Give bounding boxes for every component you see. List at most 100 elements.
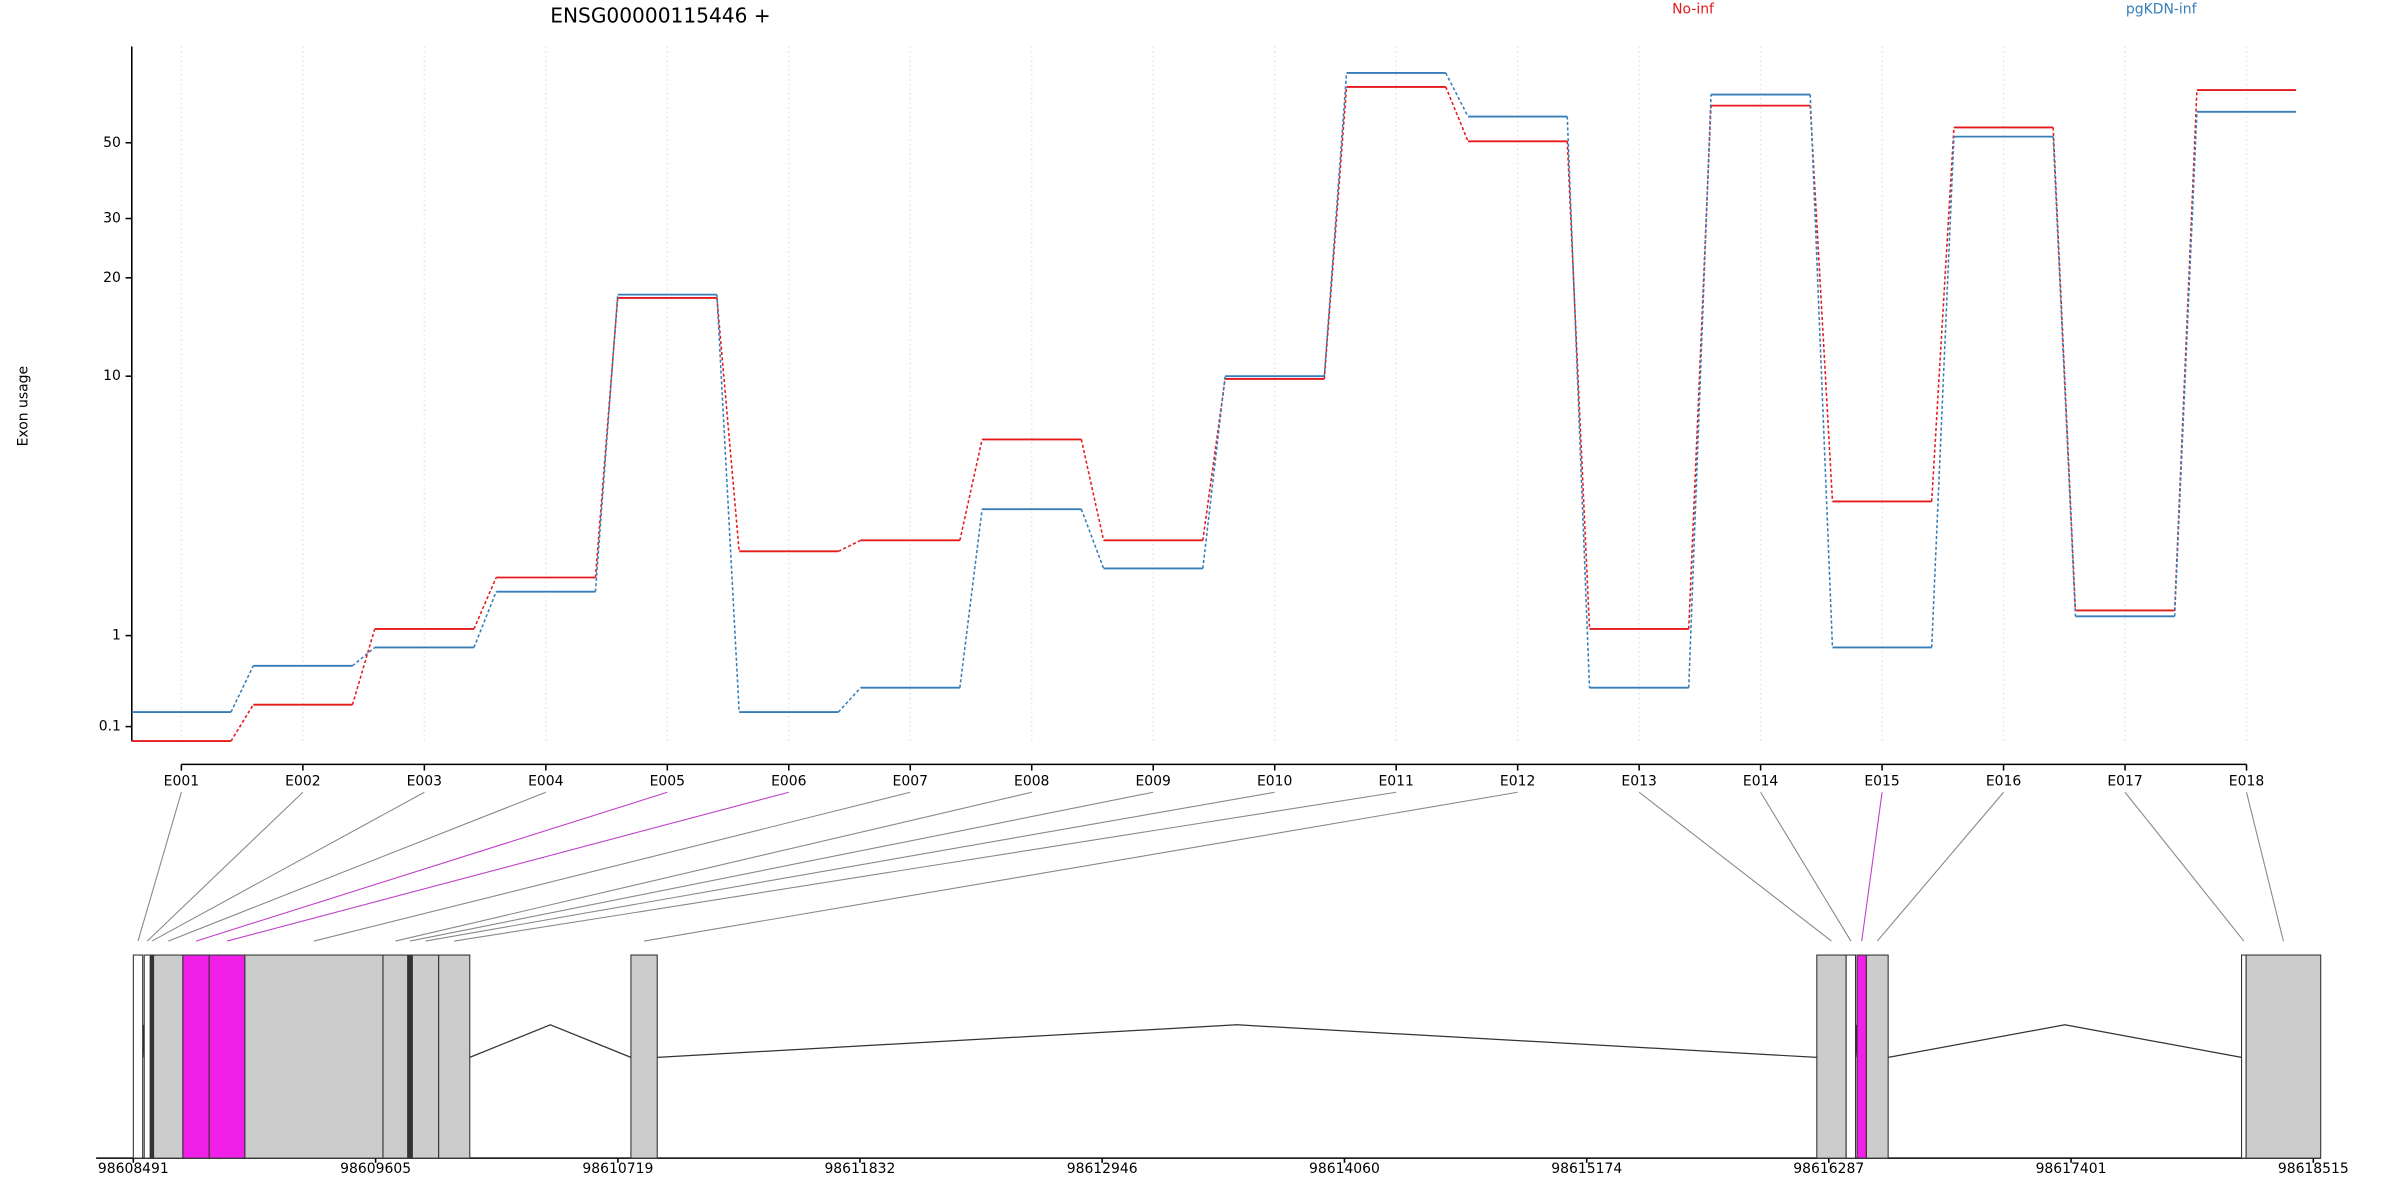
- exon-link: [2245, 792, 2284, 942]
- step-connector: [1930, 127, 1955, 502]
- exon: [407, 954, 413, 1159]
- x-tick-label: E008: [1014, 773, 1049, 789]
- genome-tick-label: 98611832: [824, 1161, 895, 1177]
- exon: [132, 954, 144, 1159]
- genome-tick-label: 98614060: [1309, 1161, 1380, 1177]
- step-connector: [1687, 105, 1712, 629]
- x-tick-label: E006: [771, 773, 806, 789]
- step-connector: [837, 687, 862, 713]
- step-connector: [1202, 376, 1226, 569]
- x-tick-label: E004: [528, 773, 564, 789]
- exon-link: [425, 791, 1275, 942]
- exon-link: [395, 791, 1032, 942]
- x-tick-label: E005: [650, 773, 685, 789]
- exon-link: [195, 791, 668, 942]
- x-tick-label: E012: [1500, 773, 1535, 789]
- exon-link: [1861, 792, 1883, 942]
- step-connector: [230, 704, 254, 742]
- x-tick-label: E011: [1378, 773, 1413, 789]
- step-connector: [1445, 72, 1469, 117]
- y-tick-label: 1: [112, 628, 121, 644]
- y-tick-label: 20: [103, 270, 121, 286]
- exon: [208, 954, 246, 1159]
- x-tick-label: E007: [893, 773, 928, 789]
- exon-link: [409, 791, 1154, 942]
- step-connector: [1323, 72, 1348, 377]
- exon-link: [1876, 791, 2004, 942]
- exon-link: [643, 791, 1518, 942]
- step-connector: [351, 628, 376, 705]
- genome-tick-label: 98617401: [2036, 1161, 2107, 1177]
- exon: [382, 954, 409, 1159]
- chart-title: ENSG00000115446 +: [550, 4, 770, 28]
- step-connector: [473, 591, 497, 648]
- step-connector: [1687, 94, 1712, 688]
- exon-link: [313, 791, 911, 942]
- exon-link: [454, 791, 1397, 942]
- x-tick-label: E010: [1257, 773, 1292, 789]
- step-connector: [1809, 105, 1834, 502]
- x-tick-label: E018: [2229, 773, 2264, 789]
- x-tick-label: E003: [407, 773, 442, 789]
- step-connector: [1930, 136, 1955, 648]
- x-tick-label: E016: [1986, 773, 2021, 789]
- genome-tick-label: 98608491: [98, 1161, 169, 1177]
- step-connector: [473, 577, 497, 630]
- exon-link: [1638, 791, 1832, 942]
- y-axis-label: Exon usage: [15, 366, 31, 446]
- y-tick-label: 50: [103, 135, 121, 151]
- step-connector: [716, 297, 740, 552]
- step-connector: [594, 297, 619, 578]
- step-connector: [2052, 136, 2077, 617]
- exon-link: [226, 791, 789, 942]
- step-connector: [716, 294, 740, 713]
- genome-tick-label: 98612946: [1067, 1161, 1138, 1177]
- exon: [1816, 954, 1847, 1159]
- step-connector: [838, 539, 861, 553]
- exon: [143, 954, 151, 1159]
- intron: [1888, 1024, 2242, 1058]
- step-connector: [1202, 378, 1226, 541]
- step-connector: [351, 646, 376, 667]
- step-connector: [2173, 111, 2198, 617]
- step-connector: [594, 294, 619, 592]
- exon-link: [151, 791, 425, 942]
- exon-link: [1760, 791, 1852, 942]
- legend-label: No-inf: [1672, 1, 1715, 17]
- step-connector: [959, 439, 983, 541]
- exon: [1856, 954, 1867, 1159]
- genome-tick-label: 98615174: [1551, 1161, 1622, 1177]
- step-connector: [1445, 86, 1469, 142]
- exon-link: [137, 792, 182, 942]
- exon-link: [168, 791, 547, 942]
- y-tick-label: 30: [103, 211, 121, 227]
- step-connector: [1080, 439, 1105, 541]
- x-tick-label: E015: [1864, 773, 1899, 789]
- step-connector: [959, 509, 983, 688]
- exon: [182, 954, 210, 1159]
- y-tick-label: 10: [103, 368, 121, 384]
- exon: [153, 954, 184, 1159]
- exon: [630, 954, 658, 1159]
- x-tick-label: E014: [1743, 773, 1779, 789]
- exon: [438, 954, 471, 1159]
- x-tick-label: E002: [285, 773, 320, 789]
- y-tick-label: 0.1: [99, 719, 121, 735]
- genome-tick-label: 98609605: [340, 1161, 411, 1177]
- exon: [411, 954, 440, 1159]
- exon: [2245, 954, 2322, 1159]
- genome-tick-label: 98610719: [582, 1161, 653, 1177]
- step-connector: [230, 665, 254, 713]
- exon: [1865, 954, 1889, 1159]
- exon: [244, 954, 384, 1159]
- step-connector: [1809, 94, 1834, 648]
- exon-link: [146, 791, 304, 942]
- exon-link: [2124, 791, 2245, 942]
- exon: [1845, 954, 1857, 1159]
- x-tick-label: E013: [1621, 773, 1656, 789]
- genome-tick-label: 98618515: [2278, 1161, 2349, 1177]
- x-tick-label: E001: [164, 773, 199, 789]
- step-connector: [1566, 116, 1591, 688]
